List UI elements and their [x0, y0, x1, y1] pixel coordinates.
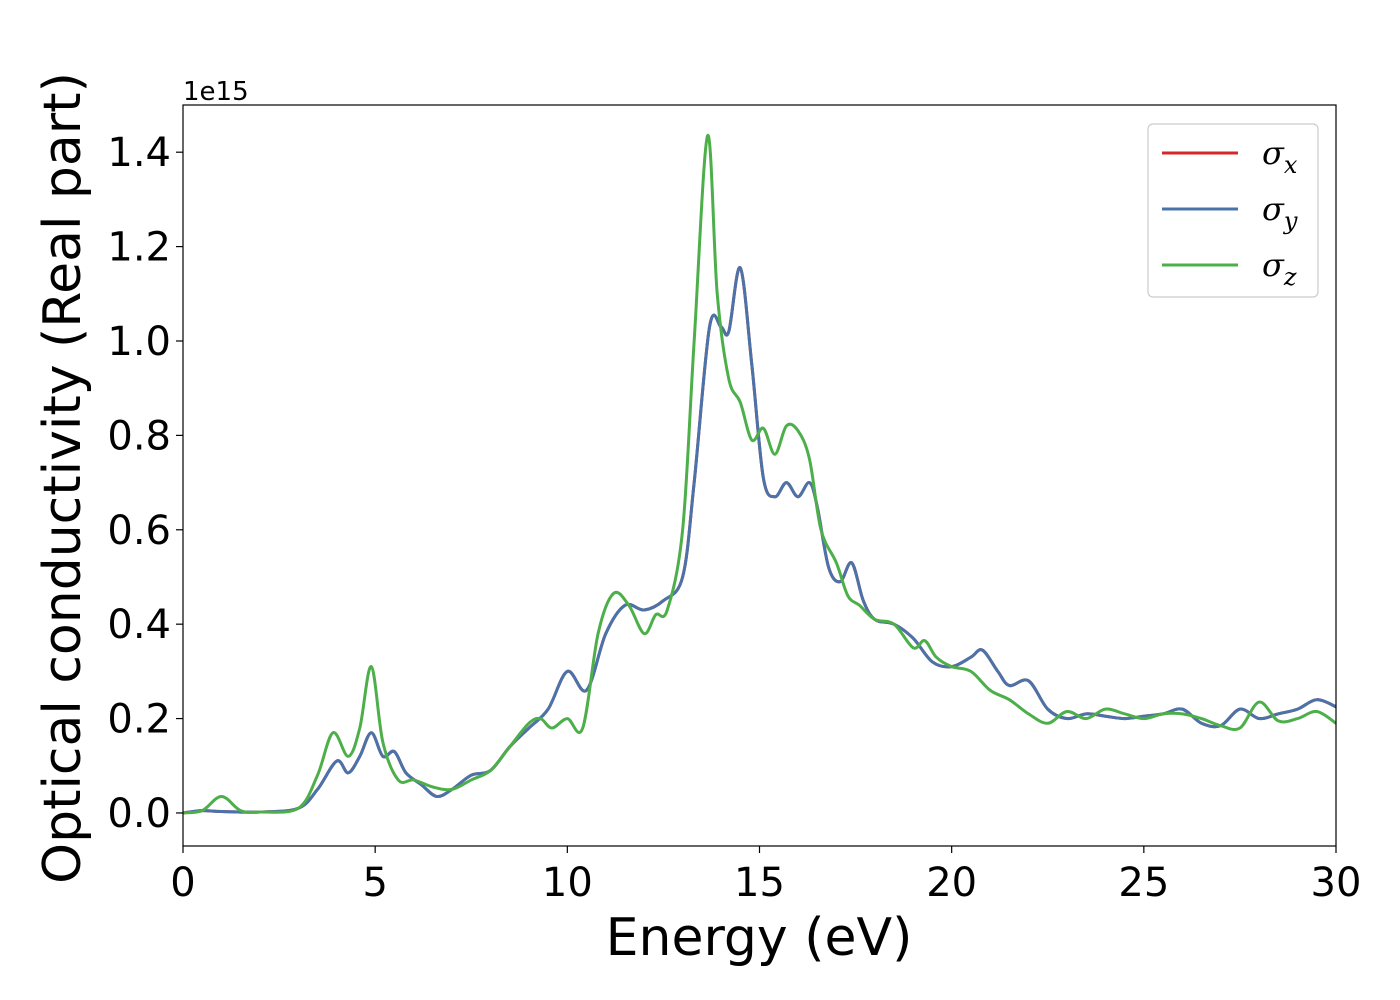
x-axis-label: Energy (eV) [606, 908, 913, 968]
legend: σx σy σz [1147, 123, 1319, 298]
x-tick-label: 30 [1311, 860, 1362, 906]
y-tick-label: 0.6 [107, 508, 171, 554]
x-tick-label: 20 [926, 860, 977, 906]
legend-label-y: σy [1262, 190, 1298, 235]
y-offset-label: 1e15 [183, 77, 249, 107]
y-axis-label: Optical conductivity (Real part) [33, 72, 93, 884]
y-tick-label: 0.8 [107, 413, 171, 459]
y-tick-label: 1.4 [107, 130, 171, 176]
y-tick-label: 0.0 [107, 791, 171, 837]
x-tick-label: 0 [170, 860, 195, 906]
y-tick-label: 1.0 [107, 319, 171, 365]
legend-label-x: σx [1262, 134, 1298, 179]
x-tick-label: 15 [734, 860, 785, 906]
x-axis-ticks: 0 5 10 15 20 25 30 [170, 846, 1361, 906]
series-layer [183, 134, 1336, 815]
y-tick-label: 0.2 [107, 697, 171, 743]
x-tick-label: 25 [1118, 860, 1169, 906]
series-line-y [183, 266, 1336, 815]
x-tick-label: 10 [542, 860, 593, 906]
legend-label-z: σz [1262, 246, 1297, 291]
y-axis-ticks: 0.0 0.2 0.4 0.6 0.8 1.0 1.2 1.4 [107, 130, 183, 837]
x-tick-label: 5 [362, 860, 387, 906]
series-line-z [183, 134, 1336, 815]
y-tick-label: 1.2 [107, 225, 171, 271]
y-tick-label: 0.4 [107, 602, 171, 648]
